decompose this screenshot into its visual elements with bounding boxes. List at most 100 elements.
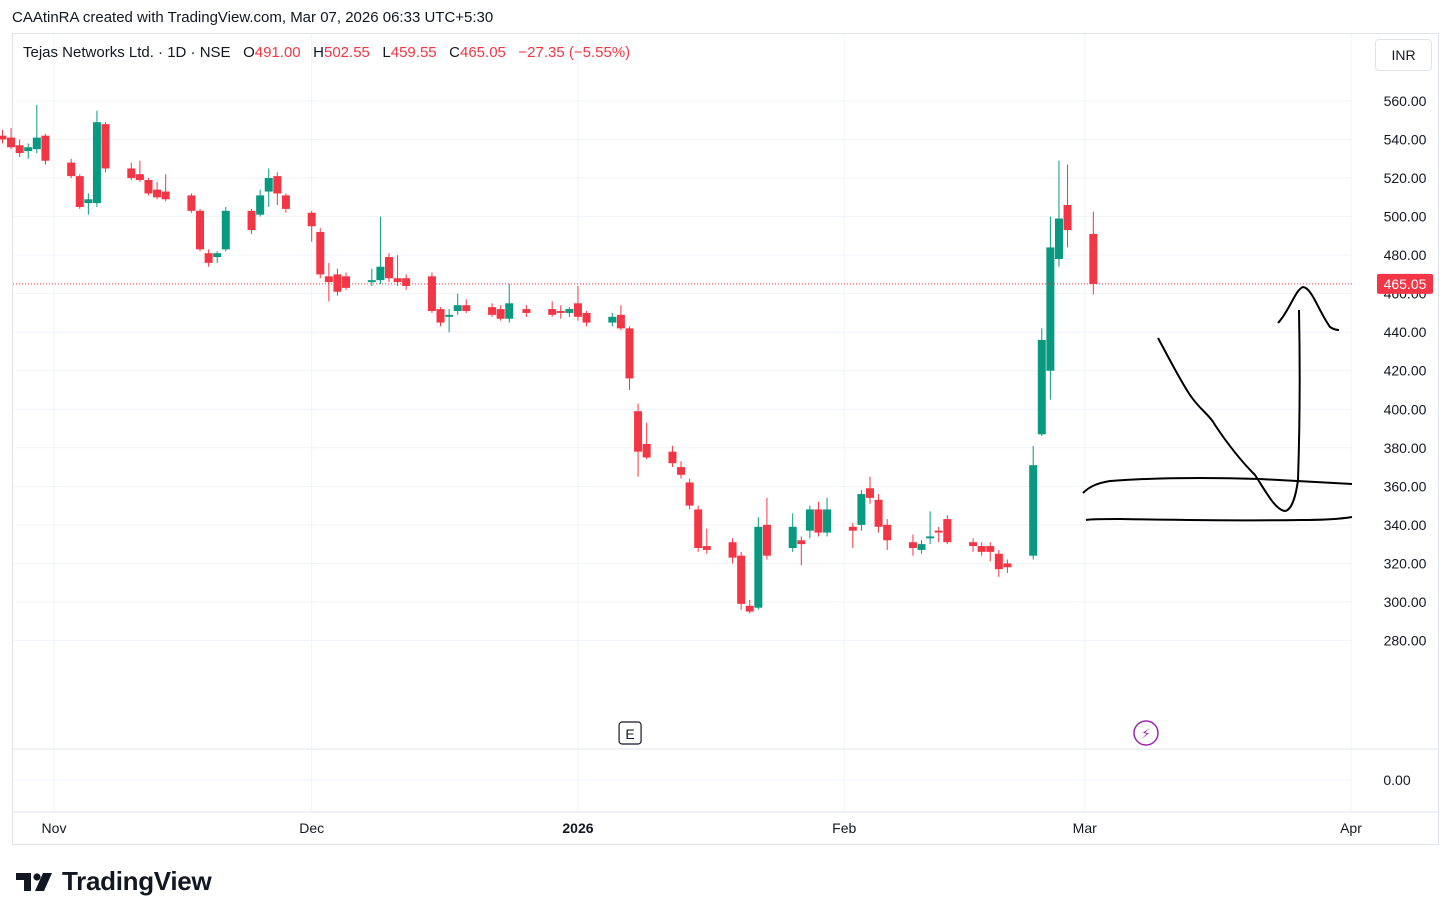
price-tick-label: 360.00 <box>1384 478 1427 494</box>
candle <box>565 307 574 317</box>
candle <box>7 127 16 150</box>
candle-body <box>427 276 436 312</box>
time-axis: Nov Dec 2026 Feb Mar Apr <box>42 820 1363 836</box>
candle <box>1063 164 1072 248</box>
open-value: 491.00 <box>254 44 301 61</box>
price-tick-label: 320.00 <box>1384 555 1427 571</box>
candle <box>144 178 153 196</box>
candle-body <box>865 488 874 498</box>
candle <box>977 542 986 556</box>
candle <box>92 110 101 207</box>
candle <box>677 461 686 479</box>
candle-body <box>144 179 153 194</box>
candle <box>187 193 196 213</box>
price-tick-label: 300.00 <box>1384 594 1427 610</box>
candle <box>496 305 505 321</box>
candle <box>848 522 857 548</box>
candle <box>445 309 454 333</box>
candle <box>917 540 926 554</box>
candle <box>488 303 497 317</box>
low-value: 459.55 <box>390 44 437 61</box>
candle-body <box>522 309 531 313</box>
price-tick-label: 480.00 <box>1384 247 1427 263</box>
candle <box>728 538 737 564</box>
candle-body <box>256 195 265 215</box>
candle-body <box>797 540 806 545</box>
candle <box>75 174 84 209</box>
candle-body <box>333 274 342 292</box>
candle <box>135 160 144 182</box>
candle-body <box>101 124 110 169</box>
candle-body <box>187 195 196 211</box>
candle-body <box>84 199 93 204</box>
symbol-title[interactable]: Tejas Networks Ltd. · 1D · NSE <box>23 44 231 61</box>
price-tick-label: 380.00 <box>1384 440 1427 456</box>
candle <box>874 494 883 533</box>
candle-body <box>573 303 582 317</box>
time-tick-label: 2026 <box>562 820 593 836</box>
candle <box>316 228 325 279</box>
candle <box>994 549 1003 577</box>
tradingview-logo: TradingView <box>16 866 212 897</box>
currency-button[interactable]: INR <box>1375 39 1432 71</box>
candle-body <box>582 312 591 323</box>
candle <box>883 519 892 550</box>
change-value: −27.35 (−5.55%) <box>518 44 631 61</box>
candle-body <box>204 253 213 263</box>
earnings-marker[interactable]: E <box>618 721 642 745</box>
candle-body <box>367 280 376 283</box>
candle <box>943 515 952 545</box>
time-tick-label: Nov <box>42 820 67 836</box>
candle <box>333 268 342 296</box>
candle-body <box>196 210 205 250</box>
candle <box>1037 328 1046 437</box>
candle <box>221 206 230 252</box>
lightning-icon <box>1133 720 1159 746</box>
candle-body <box>908 542 917 548</box>
candle <box>376 216 385 285</box>
candle <box>1089 211 1098 295</box>
candle <box>762 497 771 560</box>
candle <box>969 538 978 552</box>
candle-body <box>1029 465 1038 556</box>
candle-body <box>127 168 136 179</box>
candle <box>573 285 582 321</box>
candle-body <box>316 232 325 275</box>
candle-body <box>685 482 694 506</box>
last-price-line: 465.05 <box>13 273 1433 294</box>
candle <box>247 208 256 234</box>
candle-body <box>745 605 754 612</box>
dividend-marker[interactable]: ⚡ <box>1133 720 1159 746</box>
candle <box>522 305 531 317</box>
candle <box>281 193 290 213</box>
candle-body <box>565 309 574 313</box>
candle <box>616 305 625 331</box>
candle <box>161 174 170 202</box>
candle-body <box>7 137 16 148</box>
candle <box>797 536 806 566</box>
candle <box>15 139 24 157</box>
candle <box>342 272 351 290</box>
candle <box>1029 445 1038 560</box>
chart-panel <box>12 33 1439 845</box>
price-tick-label: 440.00 <box>1384 324 1427 340</box>
candle <box>0 129 7 144</box>
price-tick-label: 540.00 <box>1384 132 1427 148</box>
candle <box>788 513 797 552</box>
candle <box>324 262 333 302</box>
candle <box>196 208 205 252</box>
candle <box>556 305 565 319</box>
candle-body <box>92 122 101 204</box>
candle-body <box>15 145 24 154</box>
candle-body <box>384 257 393 279</box>
candle-body <box>273 176 282 194</box>
candle <box>264 168 273 207</box>
candle <box>642 422 651 460</box>
price-axis: 560.00540.00520.00500.00480.00460.00440.… <box>1383 93 1426 788</box>
candle-body <box>453 305 462 312</box>
candle-body <box>32 137 41 150</box>
candle <box>548 301 557 317</box>
candle-body <box>677 467 686 475</box>
candle-body <box>642 443 651 458</box>
candle <box>865 476 874 504</box>
